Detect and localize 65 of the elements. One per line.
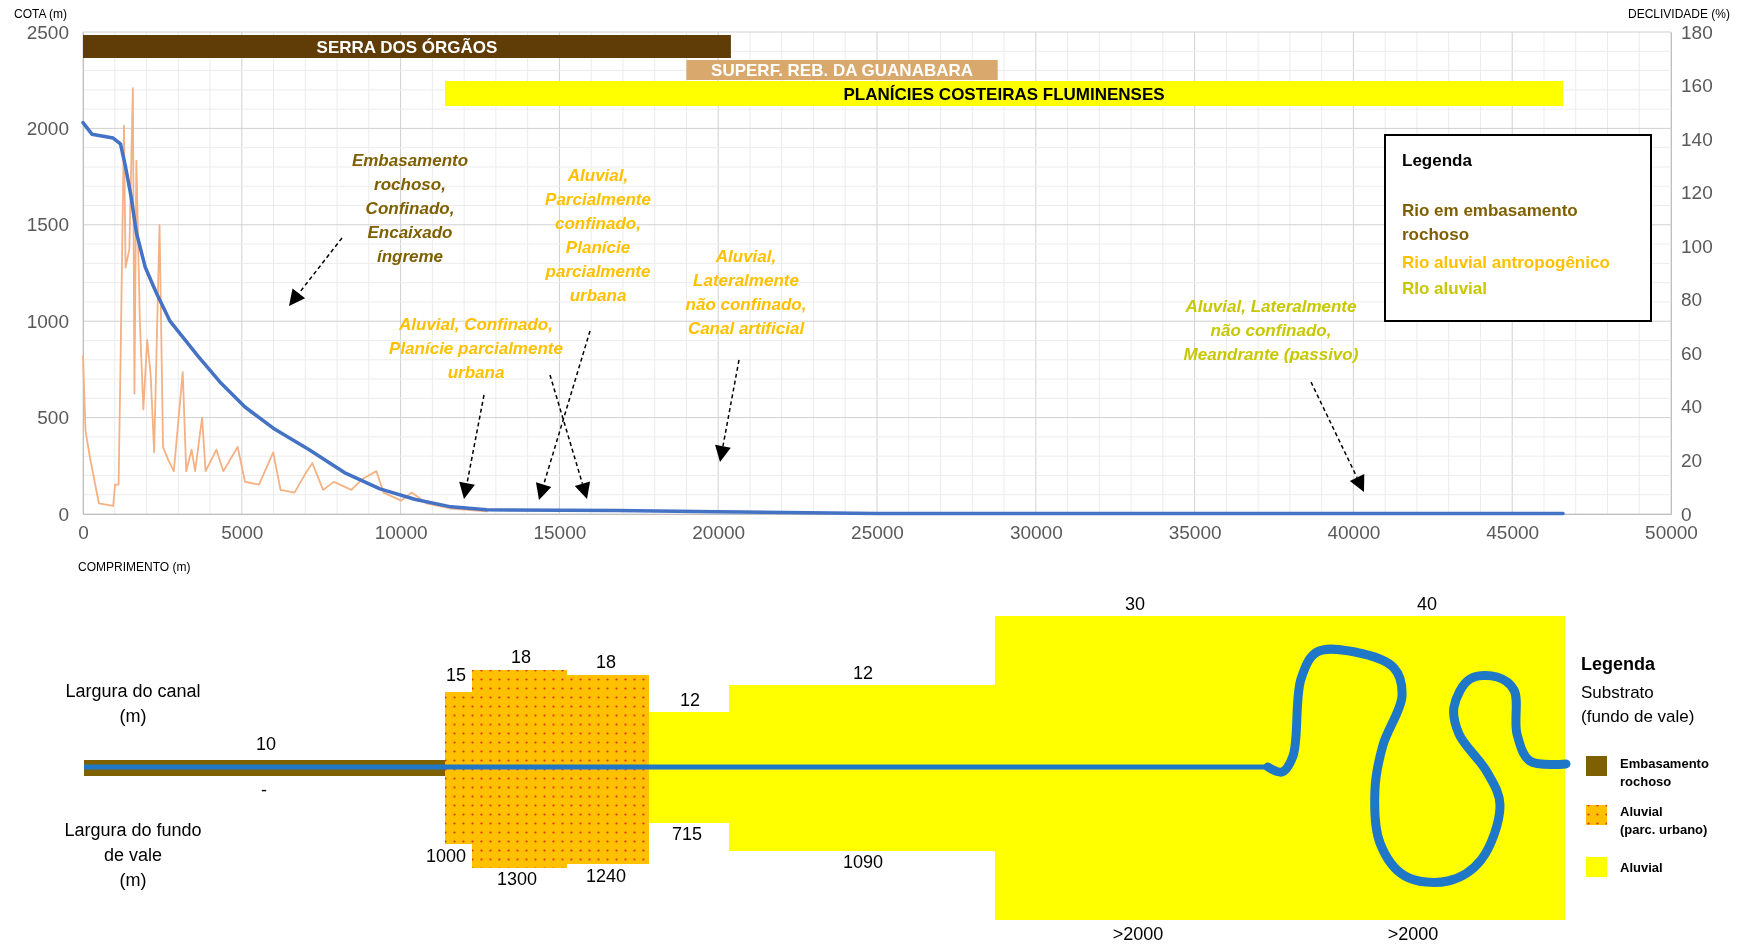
x-tick-label: 10000: [374, 522, 428, 544]
text: 1090: [842, 852, 884, 872]
annotation: Aluvial, Parcialmente confinado, Planície parcialmente urbana: [544, 166, 651, 305]
y2-axis-title: DECLIVIDADE (%): [1627, 7, 1730, 21]
annotation: Aluvial, Lateralmente não confinado, Meandrante (passivo): [1183, 297, 1359, 364]
text: 12: [852, 663, 874, 683]
text: -: [261, 780, 267, 800]
y-tick-label: 500: [37, 407, 69, 429]
text: 18: [510, 647, 532, 667]
text: Legenda: [1581, 654, 1656, 674]
x-tick-label: 40000: [1327, 522, 1381, 544]
x-tick-label: 35000: [1168, 522, 1222, 544]
text: 30: [1124, 594, 1146, 614]
y2-tick-label: 80: [1681, 289, 1703, 311]
y-tick-label: 1000: [26, 310, 69, 332]
annotation: Rio em embasamento rochoso: [1402, 201, 1578, 244]
annotation: Legenda: [1402, 151, 1473, 170]
x-axis-title: COMPRIMENTO (m): [78, 560, 191, 574]
text: 10: [255, 734, 277, 754]
text: Embasamento rochoso: [1620, 756, 1709, 790]
text: Substrato (fundo de vale): [1581, 683, 1695, 726]
text: 1300: [496, 869, 538, 889]
annotation: Embasamento rochoso, Confinado, Encaixado íngreme: [351, 151, 469, 266]
x-tick-label: 5000: [221, 522, 264, 544]
annotation: RIo aluvial: [1402, 279, 1488, 298]
annotation: Aluvial, Lateralmente não confinado, Canal artificial: [685, 247, 807, 338]
x-tick-label: 50000: [1645, 522, 1698, 544]
y2-tick-label: 20: [1681, 450, 1703, 472]
band-label: SERRA DOS ÓRGÃOS: [316, 36, 498, 57]
text: 18: [595, 652, 617, 672]
y-tick-label: 1500: [26, 214, 69, 236]
x-tick-label: 25000: [851, 522, 904, 544]
annotation: Rio aluvial antropogênico: [1402, 253, 1610, 272]
y-tick-label: 2500: [26, 21, 69, 43]
band-label: PLANÍCIES COSTEIRAS FLUMINENSES: [843, 84, 1165, 104]
text: 40: [1416, 594, 1438, 614]
x-tick-label: 20000: [692, 522, 746, 544]
text: >2000: [1112, 924, 1164, 944]
y2-tick-label: 180: [1681, 21, 1713, 43]
y-tick-label: 0: [58, 503, 69, 525]
x-tick-label: 45000: [1486, 522, 1540, 544]
x-tick-label: 30000: [1009, 522, 1063, 544]
text: 15: [445, 665, 467, 685]
x-tick-label: 0: [78, 522, 89, 544]
y2-tick-label: 100: [1681, 235, 1713, 257]
text: 715: [671, 824, 703, 844]
y-tick-label: 2000: [26, 117, 69, 139]
text: 1000: [425, 846, 467, 866]
y2-tick-label: 40: [1681, 396, 1703, 418]
y2-tick-label: 140: [1681, 128, 1713, 150]
text: 12: [679, 690, 701, 710]
y2-tick-label: 0: [1681, 503, 1692, 525]
y2-tick-label: 160: [1681, 75, 1713, 97]
x-tick-label: 15000: [533, 522, 587, 544]
text: >2000: [1387, 924, 1439, 944]
y2-tick-label: 60: [1681, 342, 1703, 364]
text: Aluvial (parc. urbano): [1620, 804, 1708, 838]
y-axis-title: COTA (m): [14, 7, 68, 21]
y2-tick-label: 120: [1681, 182, 1713, 204]
annotation: Aluvial, Confinado, Planície parcialmente urbana: [389, 315, 563, 382]
text: Aluvial: [1620, 860, 1663, 875]
text: Largura do fundo de vale (m): [64, 820, 202, 891]
band-label: SUPERF. REB. DA GUANABARA: [711, 61, 974, 80]
text: Largura do canal (m): [65, 681, 201, 727]
text: 1240: [585, 866, 627, 886]
